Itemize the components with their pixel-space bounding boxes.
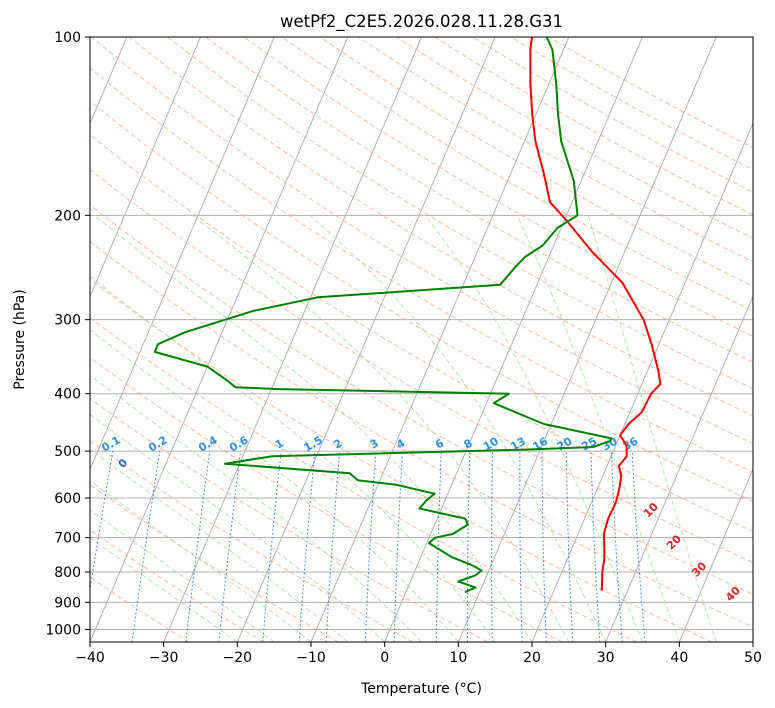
x-tick-label: −30 [149, 650, 179, 666]
x-tick-label: 10 [449, 650, 467, 666]
dry-adiabat-line [90, 317, 638, 642]
y-tick-label: 700 [54, 531, 81, 547]
isotherm-line [163, 37, 422, 642]
axis-ticks: −40 −30 −20 −10 0 10 20 30 40 50 100 200 300 400 500 60… [45, 30, 762, 666]
y-tick-label: 600 [54, 491, 81, 507]
dry-adiabat-line [90, 100, 753, 503]
moist-adiabat-line [424, 214, 643, 642]
y-tick-label: 100 [54, 30, 81, 46]
temperature-profile [529, 37, 662, 591]
dry-adiabat-line [205, 37, 753, 363]
moist-adiabat-line [587, 215, 717, 642]
y-tick-label: 500 [54, 444, 81, 460]
dry-adiabat-line [90, 241, 753, 628]
y-axis-label: Pressure (hPa) [12, 289, 28, 389]
x-tick-label: 40 [670, 650, 688, 666]
x-tick-label: −10 [296, 650, 326, 666]
plot-frame [89, 36, 754, 643]
isotherm-line [457, 37, 717, 642]
x-axis-label: Temperature (°C) [360, 681, 482, 697]
isotherm-line [90, 37, 201, 298]
moist-adiabat-line [90, 374, 422, 642]
dry-adiabat-line [90, 529, 264, 642]
y-tick-label: 900 [54, 595, 81, 611]
isotherm-line [605, 295, 753, 642]
dewpoint-profile [153, 37, 613, 594]
dry-adiabat-line [281, 37, 753, 312]
y-tick-label: 1000 [45, 622, 81, 638]
isotherm-line [531, 122, 753, 642]
dry-adiabat-line [243, 37, 753, 337]
y-tick-label: 300 [54, 313, 81, 329]
moist-adiabat-line [93, 214, 533, 642]
background-lines [90, 37, 753, 642]
mixing-ratio-line [90, 451, 114, 593]
dry-adiabat-line [90, 397, 488, 642]
moist-adiabat-line [516, 215, 680, 642]
dry-adiabat-line [90, 67, 753, 473]
x-tick-label: 20 [523, 650, 541, 666]
dry-adiabat-line [90, 356, 563, 642]
moist-adiabat-line [90, 480, 312, 642]
isotherm-line [236, 37, 496, 642]
dry-adiabat-line [90, 134, 753, 533]
mixing-ratio-line [262, 451, 282, 642]
dry-adiabat-line [167, 37, 753, 390]
dry-adiabat-line [90, 278, 712, 642]
chart-title: wetPf2_C2E5.2026.028.11.28.G31 [280, 12, 563, 32]
isotherm-line [678, 467, 753, 642]
moist-adiabat-line [90, 329, 459, 642]
isotherm-line [90, 37, 349, 642]
moist-adiabat-line [309, 214, 607, 642]
profile-series [153, 37, 662, 594]
x-tick-label: 50 [744, 650, 762, 666]
mixing-ratio-line [131, 451, 161, 642]
isotherm-line [384, 37, 643, 642]
moist-adiabat-line [90, 537, 238, 642]
x-tick-label: −40 [75, 650, 105, 666]
y-tick-label: 400 [54, 387, 81, 403]
mixing-ratio-line [298, 451, 316, 642]
x-tick-label: 30 [597, 650, 615, 666]
y-tick-label: 200 [54, 208, 81, 224]
dry-adiabat-line [90, 204, 753, 595]
mixing-ratio-line [631, 451, 646, 642]
dry-adiabat-line [90, 440, 414, 642]
moist-adiabat-line [90, 413, 386, 642]
moist-adiabat-line [90, 275, 496, 642]
dry-adiabat-line [90, 484, 339, 642]
x-tick-label: 0 [380, 650, 389, 666]
isotherm-line [90, 37, 275, 471]
x-tick-label: −20 [223, 650, 253, 666]
y-tick-label: 800 [54, 565, 81, 581]
mixing-ratio-line [218, 451, 241, 642]
moist-adiabat-line [192, 214, 570, 642]
mixing-ratio-line [185, 451, 211, 642]
